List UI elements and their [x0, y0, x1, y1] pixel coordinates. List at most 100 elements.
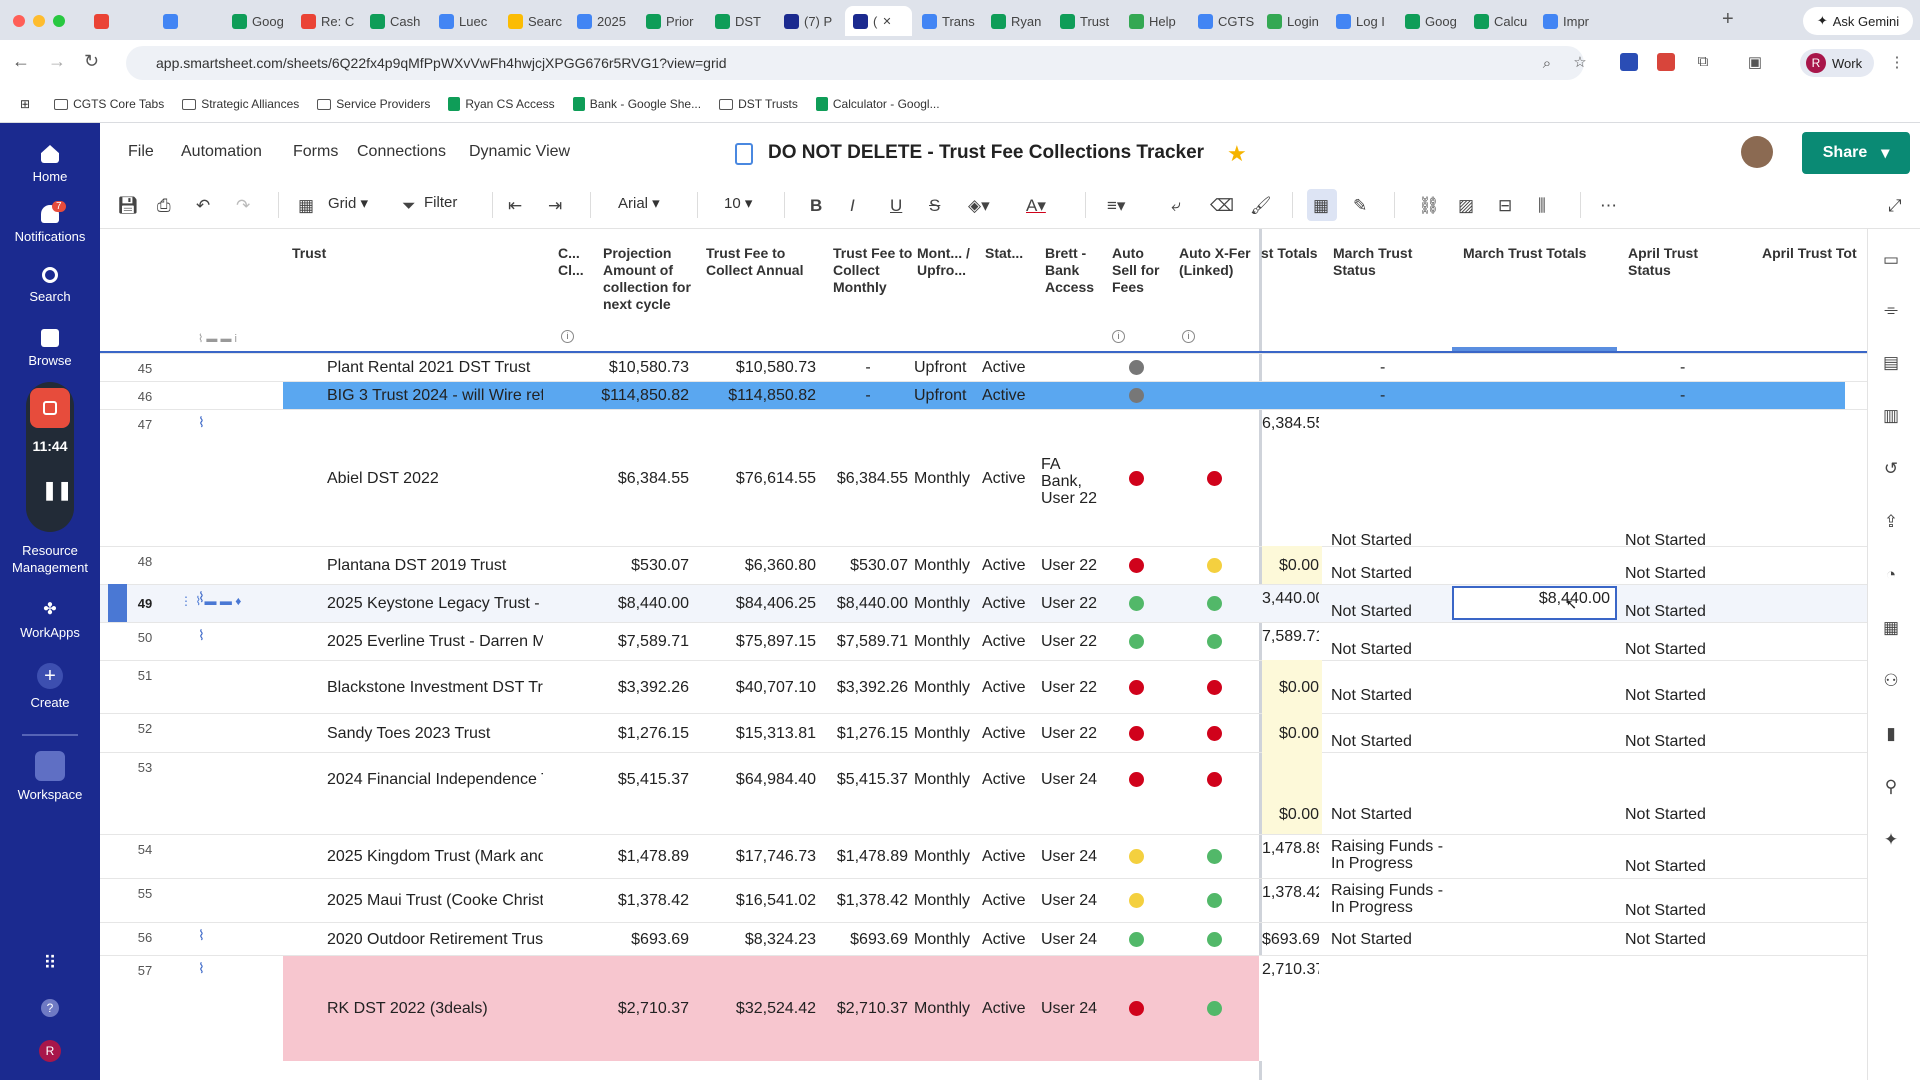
- browser-tab[interactable]: Cash: [362, 6, 429, 36]
- expand-icon[interactable]: ⤢: [1888, 196, 1902, 215]
- trust-name-cell[interactable]: Plantana DST 2019 Trust: [327, 557, 507, 574]
- march-status-cell[interactable]: Not Started: [1331, 532, 1412, 549]
- ask-gemini-button[interactable]: ✦ Ask Gemini: [1803, 7, 1913, 35]
- projection-cell[interactable]: $1,478.89: [617, 848, 689, 865]
- sidebar-item-notifications[interactable]: 7 Notifications: [0, 201, 100, 244]
- fee-monthly-cell[interactable]: $8,440.00: [836, 595, 908, 612]
- auto-sell-indicator[interactable]: [1129, 1001, 1144, 1016]
- auto-sell-indicator[interactable]: [1129, 893, 1144, 908]
- address-bar[interactable]: app.smartsheet.com/sheets/6Q22fx4p9qMfPp…: [126, 46, 1584, 80]
- col-fee-annual-header[interactable]: Trust Fee to Collect Annual: [706, 245, 804, 278]
- browser-tab[interactable]: Ryan: [983, 6, 1050, 36]
- menu-automation[interactable]: Automation: [181, 143, 262, 160]
- status-cell[interactable]: Active: [982, 892, 1026, 909]
- strikethrough-icon[interactable]: S: [929, 196, 941, 215]
- proofs-icon[interactable]: ▤: [1882, 353, 1900, 372]
- bank-access-cell[interactable]: User 22: [1041, 725, 1098, 742]
- frequency-cell[interactable]: Monthly: [914, 1000, 971, 1017]
- auto-sell-indicator[interactable]: [1129, 726, 1144, 741]
- bookmark-item[interactable]: Ryan CS Access: [448, 97, 555, 111]
- frequency-cell[interactable]: Monthly: [914, 679, 971, 696]
- italic-icon[interactable]: I: [850, 196, 855, 215]
- row-number[interactable]: 50: [137, 630, 153, 645]
- col-fee-monthly-header[interactable]: Trust Fee to Collect Monthly: [833, 245, 913, 295]
- fee-monthly-cell[interactable]: $693.69: [850, 931, 908, 948]
- auto-xfer-indicator[interactable]: [1207, 849, 1222, 864]
- projection-cell[interactable]: $530.07: [631, 557, 689, 574]
- status-cell[interactable]: Active: [982, 1000, 1026, 1017]
- col-bank-access-header[interactable]: Brett - Bank Access: [1045, 245, 1095, 295]
- status-cell[interactable]: Active: [982, 633, 1026, 650]
- share-button[interactable]: Share ▾: [1802, 132, 1910, 174]
- trust-name-cell[interactable]: Blackstone Investment DST Trust: [327, 679, 543, 696]
- projection-cell[interactable]: $10,580.73: [608, 359, 689, 376]
- april-status-cell[interactable]: Not Started: [1625, 858, 1706, 875]
- link-icon[interactable]: ⛓︎: [1418, 196, 1440, 215]
- fee-monthly-cell[interactable]: $1,378.42: [836, 892, 908, 909]
- row-number[interactable]: 52: [137, 721, 153, 736]
- april-status-cell[interactable]: -: [1680, 359, 1686, 376]
- frequency-cell[interactable]: Monthly: [914, 931, 971, 948]
- frequency-cell[interactable]: Upfront: [914, 387, 967, 404]
- sidebar-item-workapps[interactable]: ✤ WorkApps: [0, 599, 100, 640]
- trust-name-cell[interactable]: Abiel DST 2022: [327, 470, 439, 487]
- march-status-cell[interactable]: Not Started: [1331, 806, 1412, 823]
- tab-search-icon[interactable]: ▣: [1747, 54, 1763, 71]
- sidebar-item-create[interactable]: + Create: [0, 663, 100, 710]
- fee-annual-cell[interactable]: $8,324.23: [744, 931, 816, 948]
- table-row[interactable]: [100, 409, 1867, 546]
- bold-icon[interactable]: B: [810, 196, 823, 215]
- bank-access-cell[interactable]: User 22: [1041, 557, 1098, 574]
- maximize-window-button[interactable]: [53, 15, 65, 27]
- fee-annual-cell[interactable]: $16,541.02: [735, 892, 816, 909]
- forward-icon[interactable]: →: [48, 51, 66, 71]
- fee-monthly-cell[interactable]: $2,710.37: [836, 1000, 908, 1017]
- browser-tab[interactable]: Impr: [1535, 6, 1602, 36]
- col-march-totals-header[interactable]: March Trust Totals: [1463, 245, 1587, 261]
- bank-access-cell[interactable]: User 22: [1041, 679, 1098, 696]
- projection-cell[interactable]: $1,378.42: [617, 892, 689, 909]
- frequency-cell[interactable]: Monthly: [914, 725, 971, 742]
- table-row[interactable]: [100, 752, 1867, 834]
- march-status-cell[interactable]: Not Started: [1331, 565, 1412, 582]
- reports-icon[interactable]: ▮: [1886, 724, 1896, 743]
- table-row[interactable]: [100, 922, 1867, 955]
- ai-sparkle-icon[interactable]: ✦: [1883, 830, 1899, 849]
- col-april-status-header[interactable]: April Trust Status: [1628, 245, 1699, 278]
- col-frequency-header[interactable]: Mont... / Upfro...: [917, 245, 970, 278]
- info-icon[interactable]: i: [561, 330, 574, 343]
- march-status-cell[interactable]: Not Started: [1331, 641, 1412, 658]
- filter-button[interactable]: Filter: [424, 194, 458, 211]
- status-cell[interactable]: Active: [982, 931, 1026, 948]
- totals-cell[interactable]: 1,378.42: [1262, 884, 1319, 901]
- bank-access-cell[interactable]: User 24: [1041, 892, 1098, 909]
- grid-view-icon[interactable]: ▦: [298, 196, 315, 215]
- font-size-select[interactable]: 10 ▾: [724, 195, 753, 212]
- table-row[interactable]: [100, 955, 1867, 1061]
- pause-icon[interactable]: ❚❚: [42, 480, 73, 500]
- col-c-cl-header[interactable]: C... Cl...: [558, 245, 584, 278]
- table-row[interactable]: [100, 878, 1867, 922]
- print-icon[interactable]: ⎙: [157, 196, 171, 215]
- bookmark-item[interactable]: Calculator - Googl...: [815, 97, 940, 111]
- image-icon[interactable]: ▨: [1458, 196, 1475, 215]
- status-cell[interactable]: Active: [982, 557, 1026, 574]
- collaborator-avatar[interactable]: [1741, 136, 1773, 168]
- fee-annual-cell[interactable]: $76,614.55: [735, 470, 816, 487]
- trust-name-cell[interactable]: 2025 Keystone Legacy Trust - Da: [327, 595, 543, 612]
- attachments-icon[interactable]: ⌯: [1884, 300, 1898, 319]
- april-status-cell[interactable]: Not Started: [1625, 641, 1706, 658]
- totals-cell[interactable]: 2,710.37: [1262, 961, 1319, 978]
- trust-name-cell[interactable]: 2025 Everline Trust - Darren Mari: [327, 633, 543, 650]
- auto-xfer-indicator[interactable]: [1207, 596, 1222, 611]
- march-status-cell[interactable]: Not Started: [1331, 687, 1412, 704]
- projection-cell[interactable]: $114,850.82: [601, 387, 689, 404]
- col-trust-header[interactable]: Trust: [292, 245, 327, 261]
- sidebar-item-browse[interactable]: Browse: [0, 329, 100, 368]
- row-number[interactable]: 48: [137, 554, 153, 569]
- fee-monthly-cell[interactable]: $1,478.89: [836, 848, 908, 865]
- bookmark-item[interactable]: DST Trusts: [719, 97, 798, 111]
- fill-color-icon[interactable]: ◈▾: [968, 196, 990, 215]
- bookmark-item[interactable]: Bank - Google She...: [572, 97, 701, 111]
- bank-access-cell[interactable]: User 24: [1041, 848, 1098, 865]
